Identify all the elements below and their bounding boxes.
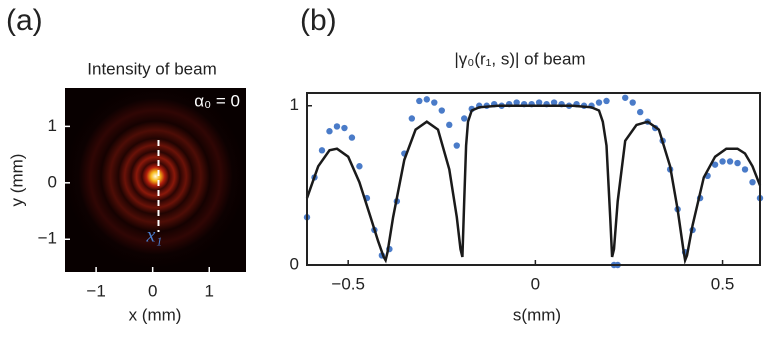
point bbox=[622, 95, 628, 101]
x-tick-label: 0 bbox=[148, 281, 157, 300]
x-tick-label: 0.5 bbox=[711, 274, 735, 293]
point bbox=[416, 98, 422, 104]
point bbox=[734, 160, 740, 166]
panel-a: −1 0 1 −1 0 1 (a) Intensity of beam α₀ = 0 x₁ x (m… bbox=[6, 4, 246, 325]
y-tick-label: −1 bbox=[38, 229, 57, 248]
panel-label: (a) bbox=[6, 4, 43, 37]
point bbox=[341, 125, 347, 131]
panel-label: (b) bbox=[300, 4, 337, 37]
point bbox=[349, 134, 355, 140]
marker-label: x₁ bbox=[146, 225, 163, 247]
panel-title: |γ₀(r₁, s)| of beam bbox=[454, 49, 585, 68]
point bbox=[719, 158, 725, 164]
point bbox=[446, 122, 452, 128]
panel-b: −0.5 0 0.5 0 1 (b) |γ₀(r₁, s)| of beam s(mm) bbox=[290, 4, 764, 325]
point bbox=[454, 142, 460, 148]
point bbox=[637, 109, 643, 115]
point bbox=[749, 179, 755, 185]
point bbox=[409, 115, 415, 121]
point bbox=[334, 123, 340, 129]
x-tick-label: 1 bbox=[205, 281, 214, 300]
annotation: α₀ = 0 bbox=[194, 91, 240, 110]
y-tick-label: 1 bbox=[48, 116, 57, 135]
plot-frame bbox=[307, 93, 760, 265]
point bbox=[326, 128, 332, 134]
y-tick-label: 0 bbox=[290, 254, 299, 273]
y-axis-label: y (mm) bbox=[7, 154, 26, 207]
point bbox=[424, 96, 430, 102]
y-tick-label: 0 bbox=[48, 172, 57, 191]
point bbox=[630, 99, 636, 105]
point bbox=[603, 98, 609, 104]
x-tick-label: −0.5 bbox=[331, 274, 365, 293]
point bbox=[727, 158, 733, 164]
x-axis-label: x (mm) bbox=[129, 305, 182, 324]
x-tick-label: −1 bbox=[86, 281, 105, 300]
curve bbox=[307, 106, 760, 261]
point bbox=[596, 99, 602, 105]
panel-title: Intensity of beam bbox=[87, 59, 216, 78]
x-axis-label: s(mm) bbox=[513, 305, 561, 324]
point bbox=[439, 107, 445, 113]
figure: −1 0 1 −1 0 1 (a) Intensity of beam α₀ = 0 x₁ x (m… bbox=[0, 0, 764, 335]
point bbox=[431, 99, 437, 105]
point bbox=[319, 147, 325, 153]
y-tick-label: 1 bbox=[290, 95, 299, 114]
point bbox=[356, 163, 362, 169]
point bbox=[461, 115, 467, 121]
point bbox=[742, 166, 748, 172]
x-tick-label: 0 bbox=[531, 274, 540, 293]
